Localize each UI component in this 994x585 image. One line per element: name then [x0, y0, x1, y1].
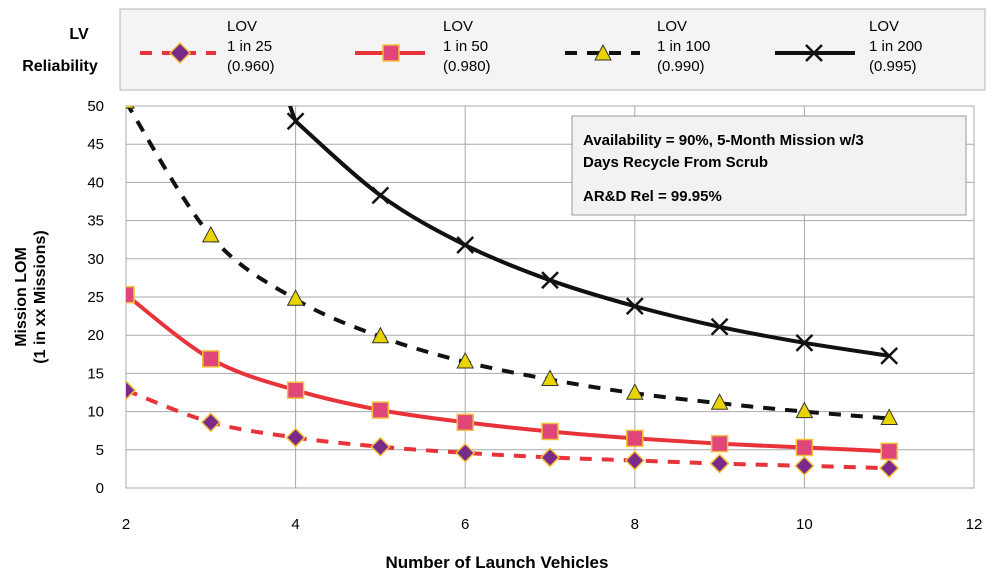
series-1-point	[624, 450, 645, 471]
series-4-point	[710, 317, 729, 336]
legend-title-line2: Reliability	[22, 58, 98, 75]
series-1-point	[879, 458, 900, 479]
series-1-point	[794, 455, 815, 476]
legend-entry-3-line1: 1 in 100	[657, 38, 710, 55]
y-tick-label: 45	[87, 136, 104, 153]
annotation-line2: Days Recycle From Scrub	[583, 154, 768, 171]
x-marker-icon	[805, 44, 823, 62]
series-2-point	[456, 413, 474, 432]
y-tick-label: 0	[96, 480, 104, 497]
series-4	[286, 106, 899, 365]
series-2-point	[541, 422, 559, 441]
grid-lines	[125, 105, 975, 489]
series-1-point	[539, 447, 561, 468]
y-tick-label: 30	[87, 251, 104, 268]
diamond-marker-icon	[168, 41, 192, 65]
triangle-marker-icon	[594, 43, 612, 61]
legend-entry-3-header: LOV	[657, 18, 687, 35]
series-2-point	[795, 438, 814, 457]
axis-ticks: 0 5 10 15 20 25 30 35 40 45 50 2 4 6 8 10 12	[87, 98, 982, 533]
series-2	[126, 285, 898, 461]
legend-entry-4: LOV 1 in 200 (0.995)	[775, 18, 922, 75]
series-3-point	[126, 106, 135, 109]
legend-box	[119, 8, 986, 91]
y-tick-label: 50	[87, 98, 104, 115]
series-4-point	[456, 236, 475, 254]
series-3-point	[201, 225, 220, 243]
y-axis-label-line2: (1 in xx Missions)	[32, 230, 49, 363]
legend-entry-1-line1: 1 in 25	[227, 38, 272, 55]
y-tick-label: 15	[87, 365, 104, 382]
series-1-point	[370, 436, 391, 457]
series-4-point	[795, 333, 814, 352]
y-tick-label: 20	[87, 327, 104, 344]
series-2-point	[371, 401, 390, 419]
series-4-point	[625, 297, 644, 316]
series-2-point	[286, 381, 305, 399]
x-tick-label: 10	[796, 516, 813, 533]
series-1-point	[709, 453, 730, 474]
x-tick-label: 4	[291, 516, 299, 533]
series-4-point	[541, 271, 559, 290]
series-1-point	[126, 380, 137, 401]
series-3-line	[126, 106, 890, 421]
series-2-line	[126, 293, 890, 454]
x-tick-label: 8	[631, 516, 639, 533]
legend-entry-2-line2: (0.980)	[443, 58, 491, 75]
x-tick-label: 6	[461, 516, 469, 533]
square-marker-icon	[382, 44, 400, 62]
annotation-line3: AR&D Rel = 99.95%	[583, 188, 722, 205]
legend-entry-2-header: LOV	[443, 18, 473, 35]
legend-entry-3: LOV 1 in 100 (0.990)	[565, 18, 710, 75]
legend-entry-4-line1: 1 in 200	[869, 38, 922, 55]
legend-entry-1-line2: (0.960)	[227, 58, 275, 75]
series-1-point	[455, 442, 476, 463]
legend-entry-4-line2: (0.995)	[869, 58, 917, 75]
y-tick-label: 40	[87, 174, 104, 191]
x-tick-label: 2	[122, 516, 130, 533]
series-1-point	[200, 412, 221, 433]
legend-entry-4-header: LOV	[869, 18, 899, 35]
annotation-box	[571, 115, 967, 216]
annotation-line1: Availability = 90%, 5-Month Mission w/3	[583, 132, 864, 149]
series-3-point	[625, 383, 644, 400]
y-tick-label: 10	[87, 404, 104, 421]
series-4-point	[286, 112, 305, 131]
series-1-point	[285, 427, 306, 448]
y-axis-label-line1: Mission LOM	[13, 247, 30, 347]
y-tick-label: 5	[96, 442, 104, 459]
series-3-point	[371, 326, 390, 344]
x-tick-label: 12	[966, 516, 983, 533]
series-2-point	[126, 285, 135, 304]
series-4-point	[880, 346, 899, 365]
series-3-point	[880, 408, 899, 425]
series-3-point	[286, 289, 305, 306]
series-2-point	[880, 442, 898, 461]
legend-entry-1-header: LOV	[227, 18, 257, 35]
series-2-point	[710, 434, 729, 453]
legend-entry-2-line1: 1 in 50	[443, 38, 488, 55]
y-tick-label: 25	[87, 289, 104, 306]
series-4-point	[371, 186, 390, 205]
series-1	[126, 380, 900, 479]
x-axis-label: Number of Launch Vehicles	[386, 553, 609, 572]
series-1-line	[126, 388, 890, 471]
series-layer	[126, 106, 900, 479]
series-3-point	[710, 393, 729, 410]
series-3	[126, 106, 899, 425]
series-3-point	[795, 401, 814, 419]
series-3-point	[541, 369, 559, 387]
series-3-point	[456, 351, 475, 369]
y-tick-label: 35	[87, 213, 104, 230]
legend-entry-1: LOV 1 in 25 (0.960)	[140, 18, 275, 75]
legend-entry-3-line2: (0.990)	[657, 58, 705, 75]
legend-title-line1: LV	[69, 26, 89, 43]
series-2-point	[626, 429, 644, 448]
legend-entry-2: LOV 1 in 50 (0.980)	[355, 18, 491, 75]
series-2-point	[202, 350, 220, 368]
